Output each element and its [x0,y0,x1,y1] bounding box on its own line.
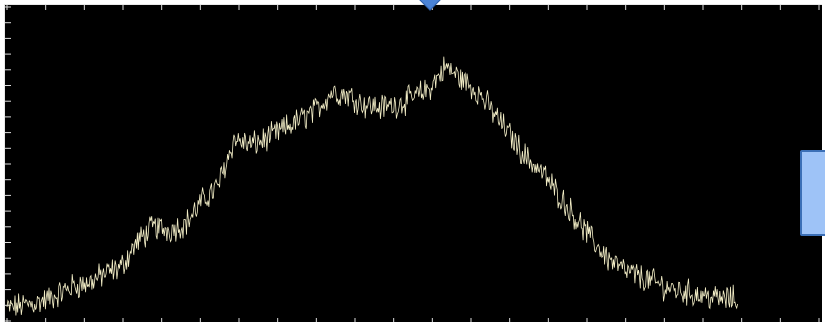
plot-area [4,4,822,322]
signal-chart [5,5,820,322]
signal-trace [6,56,738,316]
side-panel-handle[interactable] [800,150,825,236]
